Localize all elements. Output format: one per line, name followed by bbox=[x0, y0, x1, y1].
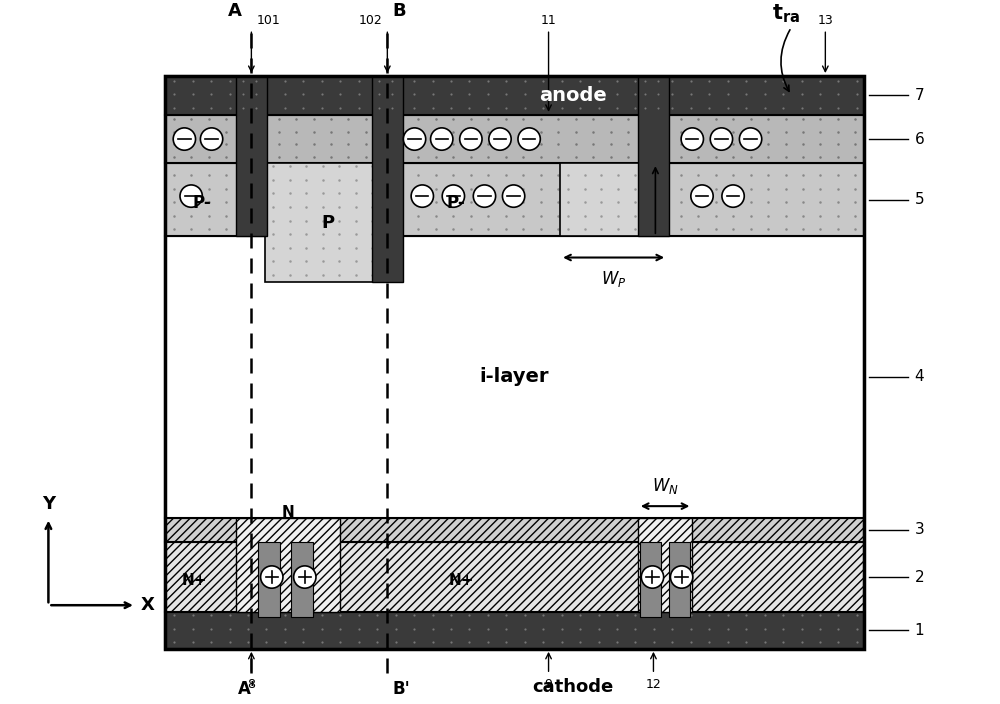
Circle shape bbox=[710, 128, 733, 150]
Text: Y: Y bbox=[42, 495, 55, 513]
Text: 2: 2 bbox=[915, 570, 924, 584]
Bar bbox=[165, 236, 864, 518]
Text: 101: 101 bbox=[256, 14, 280, 27]
Circle shape bbox=[502, 185, 525, 207]
Bar bbox=[165, 76, 864, 649]
Bar bbox=[291, 542, 313, 617]
Bar bbox=[165, 76, 864, 115]
Circle shape bbox=[473, 185, 496, 207]
Circle shape bbox=[403, 128, 426, 150]
Text: P-: P- bbox=[447, 194, 466, 213]
Bar bbox=[640, 542, 661, 617]
Text: N: N bbox=[281, 505, 294, 520]
Circle shape bbox=[200, 128, 223, 150]
Circle shape bbox=[442, 185, 465, 207]
Text: 13: 13 bbox=[817, 14, 833, 27]
Circle shape bbox=[518, 128, 540, 150]
Text: 1: 1 bbox=[915, 623, 924, 638]
Text: 5: 5 bbox=[915, 192, 924, 207]
Bar bbox=[265, 163, 391, 282]
Text: A': A' bbox=[238, 680, 256, 698]
Bar bbox=[165, 612, 864, 649]
Circle shape bbox=[173, 128, 196, 150]
Bar bbox=[165, 518, 864, 542]
Text: $W_N$: $W_N$ bbox=[652, 477, 679, 496]
Text: P-: P- bbox=[192, 194, 211, 213]
Bar bbox=[560, 163, 667, 236]
Text: X: X bbox=[141, 596, 155, 614]
Text: 11: 11 bbox=[541, 14, 556, 27]
Text: P: P bbox=[322, 213, 335, 232]
Circle shape bbox=[670, 566, 693, 589]
Text: B': B' bbox=[392, 680, 410, 698]
Circle shape bbox=[722, 185, 744, 207]
Text: $\mathbf{t_{ra}}$: $\mathbf{t_{ra}}$ bbox=[772, 3, 801, 25]
Circle shape bbox=[489, 128, 511, 150]
Text: anode: anode bbox=[539, 86, 607, 105]
Text: 8: 8 bbox=[247, 678, 255, 691]
Circle shape bbox=[739, 128, 762, 150]
Bar bbox=[638, 76, 669, 236]
Text: 7: 7 bbox=[915, 88, 924, 103]
Bar bbox=[372, 76, 403, 282]
Text: N+: N+ bbox=[448, 573, 474, 588]
Text: cathode: cathode bbox=[532, 678, 613, 696]
Text: N+: N+ bbox=[181, 573, 207, 588]
Text: 102: 102 bbox=[359, 14, 382, 27]
Circle shape bbox=[431, 128, 453, 150]
Bar bbox=[165, 163, 864, 236]
Bar bbox=[165, 542, 864, 612]
Bar bbox=[669, 542, 690, 617]
Circle shape bbox=[411, 185, 433, 207]
Text: 12: 12 bbox=[646, 678, 661, 691]
Circle shape bbox=[641, 566, 664, 589]
Text: B: B bbox=[392, 1, 406, 20]
Text: 6: 6 bbox=[915, 132, 924, 146]
Bar bbox=[258, 542, 280, 617]
Bar bbox=[165, 115, 864, 163]
Bar bbox=[236, 518, 340, 612]
Text: i-layer: i-layer bbox=[480, 367, 549, 386]
Text: 9: 9 bbox=[545, 678, 552, 691]
Circle shape bbox=[460, 128, 482, 150]
Bar bbox=[638, 518, 692, 612]
Circle shape bbox=[681, 128, 703, 150]
Circle shape bbox=[691, 185, 713, 207]
Bar bbox=[236, 76, 267, 236]
Text: 3: 3 bbox=[915, 522, 924, 537]
Circle shape bbox=[180, 185, 202, 207]
Text: A: A bbox=[228, 1, 242, 20]
Text: 4: 4 bbox=[915, 370, 924, 384]
Text: $W_P$: $W_P$ bbox=[601, 269, 626, 289]
Circle shape bbox=[294, 566, 316, 589]
Circle shape bbox=[261, 566, 283, 589]
